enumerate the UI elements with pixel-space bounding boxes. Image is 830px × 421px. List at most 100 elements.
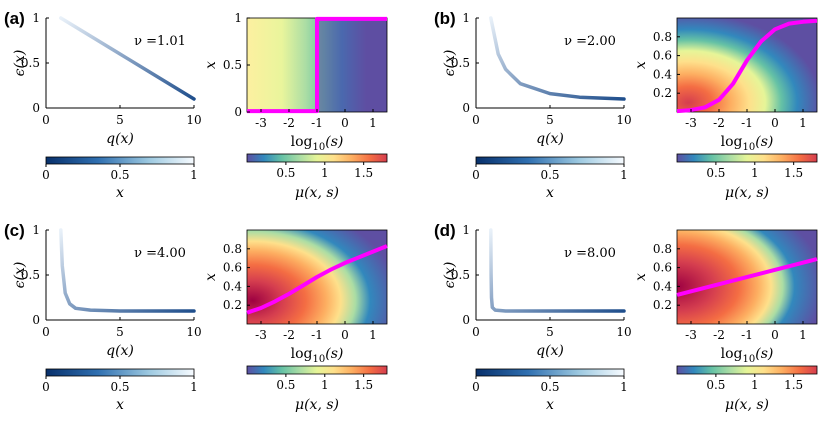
epsilon-curve	[59, 16, 196, 101]
heatmap-x-tick-label: -1	[311, 328, 323, 342]
curve-x-tick-label: 5	[116, 325, 124, 339]
curve-y-tick-label: 0	[462, 101, 470, 115]
mu-colorbar-tick-label: 1.5	[784, 378, 803, 392]
heatmap-y-tick-label: 0.6	[653, 49, 672, 63]
decision-boundary	[246, 244, 388, 315]
heatmap-x-label: log10(s)	[721, 134, 774, 153]
curve-x-label: q(x)	[536, 343, 564, 359]
x-colorbar-tick-label: 0.5	[110, 380, 129, 394]
heatmap-x-tick-label: 0	[341, 116, 349, 130]
curve-y-tick-label: 1	[32, 223, 40, 237]
panel-label: (d)	[434, 221, 456, 240]
curve-y-tick-label: 1	[462, 223, 470, 237]
panel-label: (c)	[4, 221, 25, 240]
curve-y-tick-label: 0	[32, 313, 40, 327]
curve-x-tick-label: 10	[186, 325, 201, 339]
heatmap-y-tick-label: 0.6	[653, 261, 672, 275]
x-colorbar-label: x	[546, 185, 554, 201]
curve-y-tick-label: 0	[32, 101, 40, 115]
mu-colorbar-tick-label: 1	[751, 378, 759, 392]
curve-x-tick-label: 10	[616, 113, 631, 127]
curve-x-tick-label: 10	[616, 325, 631, 339]
heatmap-x-tick-label: 1	[799, 328, 807, 342]
x-colorbar-tick-label: 0	[42, 168, 50, 182]
mu-colorbar-tick-label: 0.5	[706, 166, 725, 180]
decision-boundary	[676, 18, 818, 114]
x-colorbar-tick-label: 1	[620, 168, 628, 182]
mu-colorbar-tick-label: 1.5	[784, 166, 803, 180]
x-colorbar-tick-label: 0.5	[110, 168, 129, 182]
x-colorbar-label: x	[116, 397, 124, 413]
heatmap-y-tick-label: 0.2	[653, 298, 672, 312]
heatmap-shade	[317, 18, 387, 112]
curve-x-label: q(x)	[106, 343, 134, 359]
x-colorbar-tick-label: 0.5	[540, 168, 559, 182]
mu-colorbar	[246, 365, 388, 375]
mu-colorbar-tick-label: 1	[321, 378, 329, 392]
heatmap-y-tick-label: 0.4	[223, 279, 242, 293]
mu-colorbar-tick-label: 0.5	[276, 378, 295, 392]
curve-y-tick-label: 0.5	[451, 56, 470, 70]
mu-colorbar-tick-label: 1.5	[354, 378, 373, 392]
mu-colorbar-label: μ(x, s)	[295, 185, 339, 201]
x-colorbar	[475, 368, 625, 377]
curve-y-label: ϵ(x)	[442, 50, 458, 77]
heatmap-y-tick-label: 0.2	[223, 298, 242, 312]
curve-x-tick-label: 5	[116, 113, 124, 127]
heatmap-y-tick-label: 0.4	[653, 67, 672, 81]
epsilon-curve	[59, 228, 196, 313]
curve-x-label: q(x)	[106, 131, 134, 147]
mu-colorbar-label: μ(x, s)	[295, 397, 339, 413]
curve-y-label: ϵ(x)	[442, 262, 458, 289]
heatmap-x-tick-label: 1	[369, 116, 377, 130]
epsilon-curve	[489, 16, 626, 101]
x-colorbar-tick-label: 1	[620, 380, 628, 394]
curve-x-tick-label: 0	[42, 113, 50, 127]
heatmap-y-tick-label: 0.4	[653, 279, 672, 293]
curve-x-tick-label: 5	[546, 325, 554, 339]
decision-boundary	[676, 257, 818, 297]
heatmap-y-label: x	[633, 61, 649, 69]
decision-boundary	[247, 16, 387, 114]
nu-annotation: ν =1.01	[134, 34, 186, 49]
heatmap-x-tick-label: -3	[685, 328, 697, 342]
mu-colorbar-label: μ(x, s)	[725, 397, 769, 413]
panel-label: (b)	[434, 9, 456, 28]
curve-y-label: ϵ(x)	[12, 50, 28, 77]
mu-colorbar	[676, 153, 818, 163]
heatmap-y-label: x	[203, 273, 219, 281]
x-colorbar-tick-label: 0	[42, 380, 50, 394]
heatmap-x-tick-label: -2	[283, 116, 295, 130]
heatmap-x-tick-label: -3	[255, 328, 267, 342]
nu-annotation: ν =2.00	[564, 34, 616, 49]
x-colorbar	[45, 156, 195, 165]
mu-colorbar-tick-label: 1	[321, 166, 329, 180]
heatmap-x-label: log10(s)	[291, 346, 344, 365]
curve-y-tick-label: 1	[32, 11, 40, 25]
x-colorbar-tick-label: 0	[472, 168, 480, 182]
x-colorbar	[45, 368, 195, 377]
heatmap-y-tick-label: 0.8	[223, 242, 242, 256]
curve-y-tick-label: 0.5	[21, 56, 40, 70]
heatmap-x-tick-label: -1	[741, 116, 753, 130]
heatmap-y-label: x	[633, 273, 649, 281]
x-colorbar-tick-label: 0.5	[540, 380, 559, 394]
heatmap-y-tick-label: 0.6	[223, 261, 242, 275]
heatmap-x-tick-label: -1	[741, 328, 753, 342]
heatmap-x-tick-label: 0	[771, 116, 779, 130]
x-colorbar-tick-label: 0	[472, 380, 480, 394]
curve-x-tick-label: 0	[472, 113, 480, 127]
heatmap-y-tick-label: 0.8	[653, 242, 672, 256]
heatmap-x-label: log10(s)	[291, 134, 344, 153]
mu-heatmap	[677, 18, 817, 112]
heatmap-x-tick-label: -3	[255, 116, 267, 130]
heatmap-x-tick-label: 0	[341, 328, 349, 342]
mu-colorbar	[246, 153, 388, 163]
curve-x-tick-label: 5	[546, 113, 554, 127]
heatmap-x-tick-label: -3	[685, 116, 697, 130]
heatmap-y-tick-label: 1	[234, 11, 242, 25]
